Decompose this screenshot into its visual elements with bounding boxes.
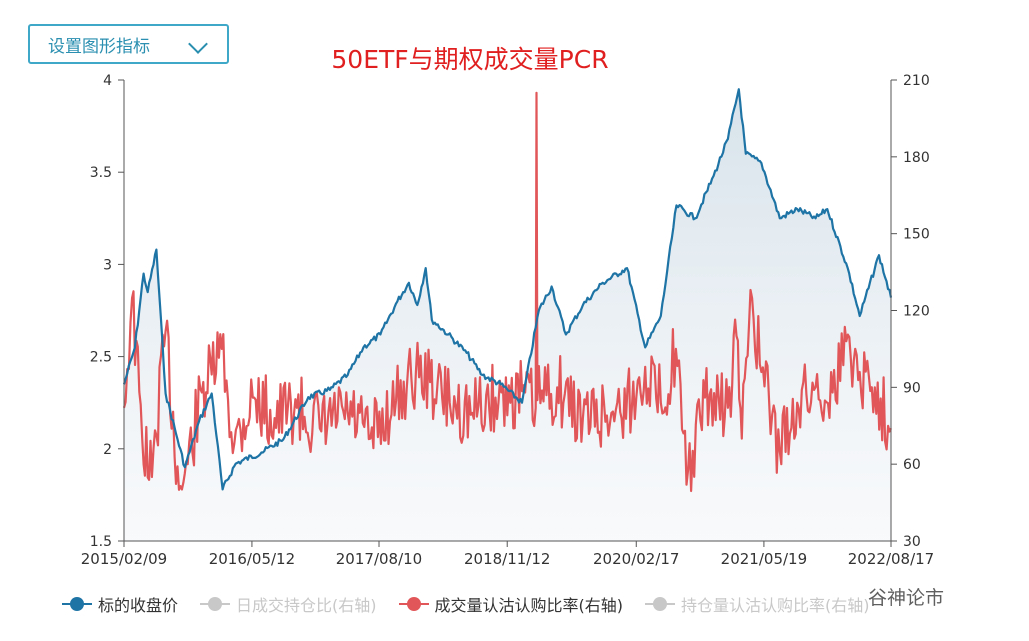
chart-legend: 标的收盘价 日成交持仓比(右轴) 成交量认沽认购比率(右轴) 持仓量认沽认购比率(右轴… <box>62 592 892 616</box>
x-tick-label: 2020/02/17 <box>593 550 679 568</box>
legend-item[interactable]: 日成交持仓比(右轴) <box>200 592 377 616</box>
legend-label: 日成交持仓比(右轴) <box>236 596 377 615</box>
pcr-series-line <box>122 91 893 493</box>
watermark-text: 谷神论市 <box>868 587 945 609</box>
right-tick-label: 150 <box>903 227 930 243</box>
legend-marker-icon <box>62 597 92 611</box>
close-price-area <box>124 89 891 541</box>
x-tick-label: 2016/05/12 <box>209 550 295 568</box>
left-tick-label: 1.5 <box>90 534 112 550</box>
right-tick-label: 210 <box>903 73 930 89</box>
x-tick-label: 2015/02/09 <box>81 550 167 568</box>
right-tick-label: 90 <box>903 380 921 396</box>
left-tick-label: 3.5 <box>90 165 112 181</box>
legend-label: 标的收盘价 <box>98 596 179 615</box>
legend-item[interactable]: 成交量认沽认购比率(右轴) <box>398 592 624 616</box>
legend-marker-icon <box>200 597 231 611</box>
legend-item[interactable]: 标的收盘价 <box>62 592 178 616</box>
close-price-series-line <box>122 88 893 491</box>
right-tick-label: 60 <box>903 457 921 473</box>
left-tick-label: 2.5 <box>90 350 112 366</box>
x-tick-label: 2021/05/19 <box>721 550 807 568</box>
right-tick-label: 180 <box>903 150 930 166</box>
legend-item[interactable]: 持仓量认沽认购比率(右轴) <box>645 592 870 616</box>
legend-marker-icon <box>398 597 429 611</box>
left-tick-label: 3 <box>103 257 112 273</box>
legend-label: 成交量认沽认购比率(右轴) <box>434 596 624 615</box>
left-tick-label: 4 <box>103 73 112 89</box>
legend-label: 持仓量认沽认购比率(右轴) <box>681 596 870 615</box>
indicator-settings-label: 设置图形指标 <box>48 36 150 57</box>
chart-title: 50ETF与期权成交量PCR <box>331 45 609 74</box>
left-tick-label: 2 <box>103 442 112 458</box>
x-tick-label: 2018/11/12 <box>464 550 550 568</box>
x-tick-label: 2022/08/17 <box>848 550 934 568</box>
legend-marker-icon <box>645 597 676 611</box>
right-tick-label: 30 <box>903 534 921 550</box>
right-tick-label: 120 <box>903 304 930 320</box>
indicator-settings-button[interactable]: 设置图形指标 <box>28 24 229 64</box>
x-tick-label: 2017/08/10 <box>336 550 422 568</box>
